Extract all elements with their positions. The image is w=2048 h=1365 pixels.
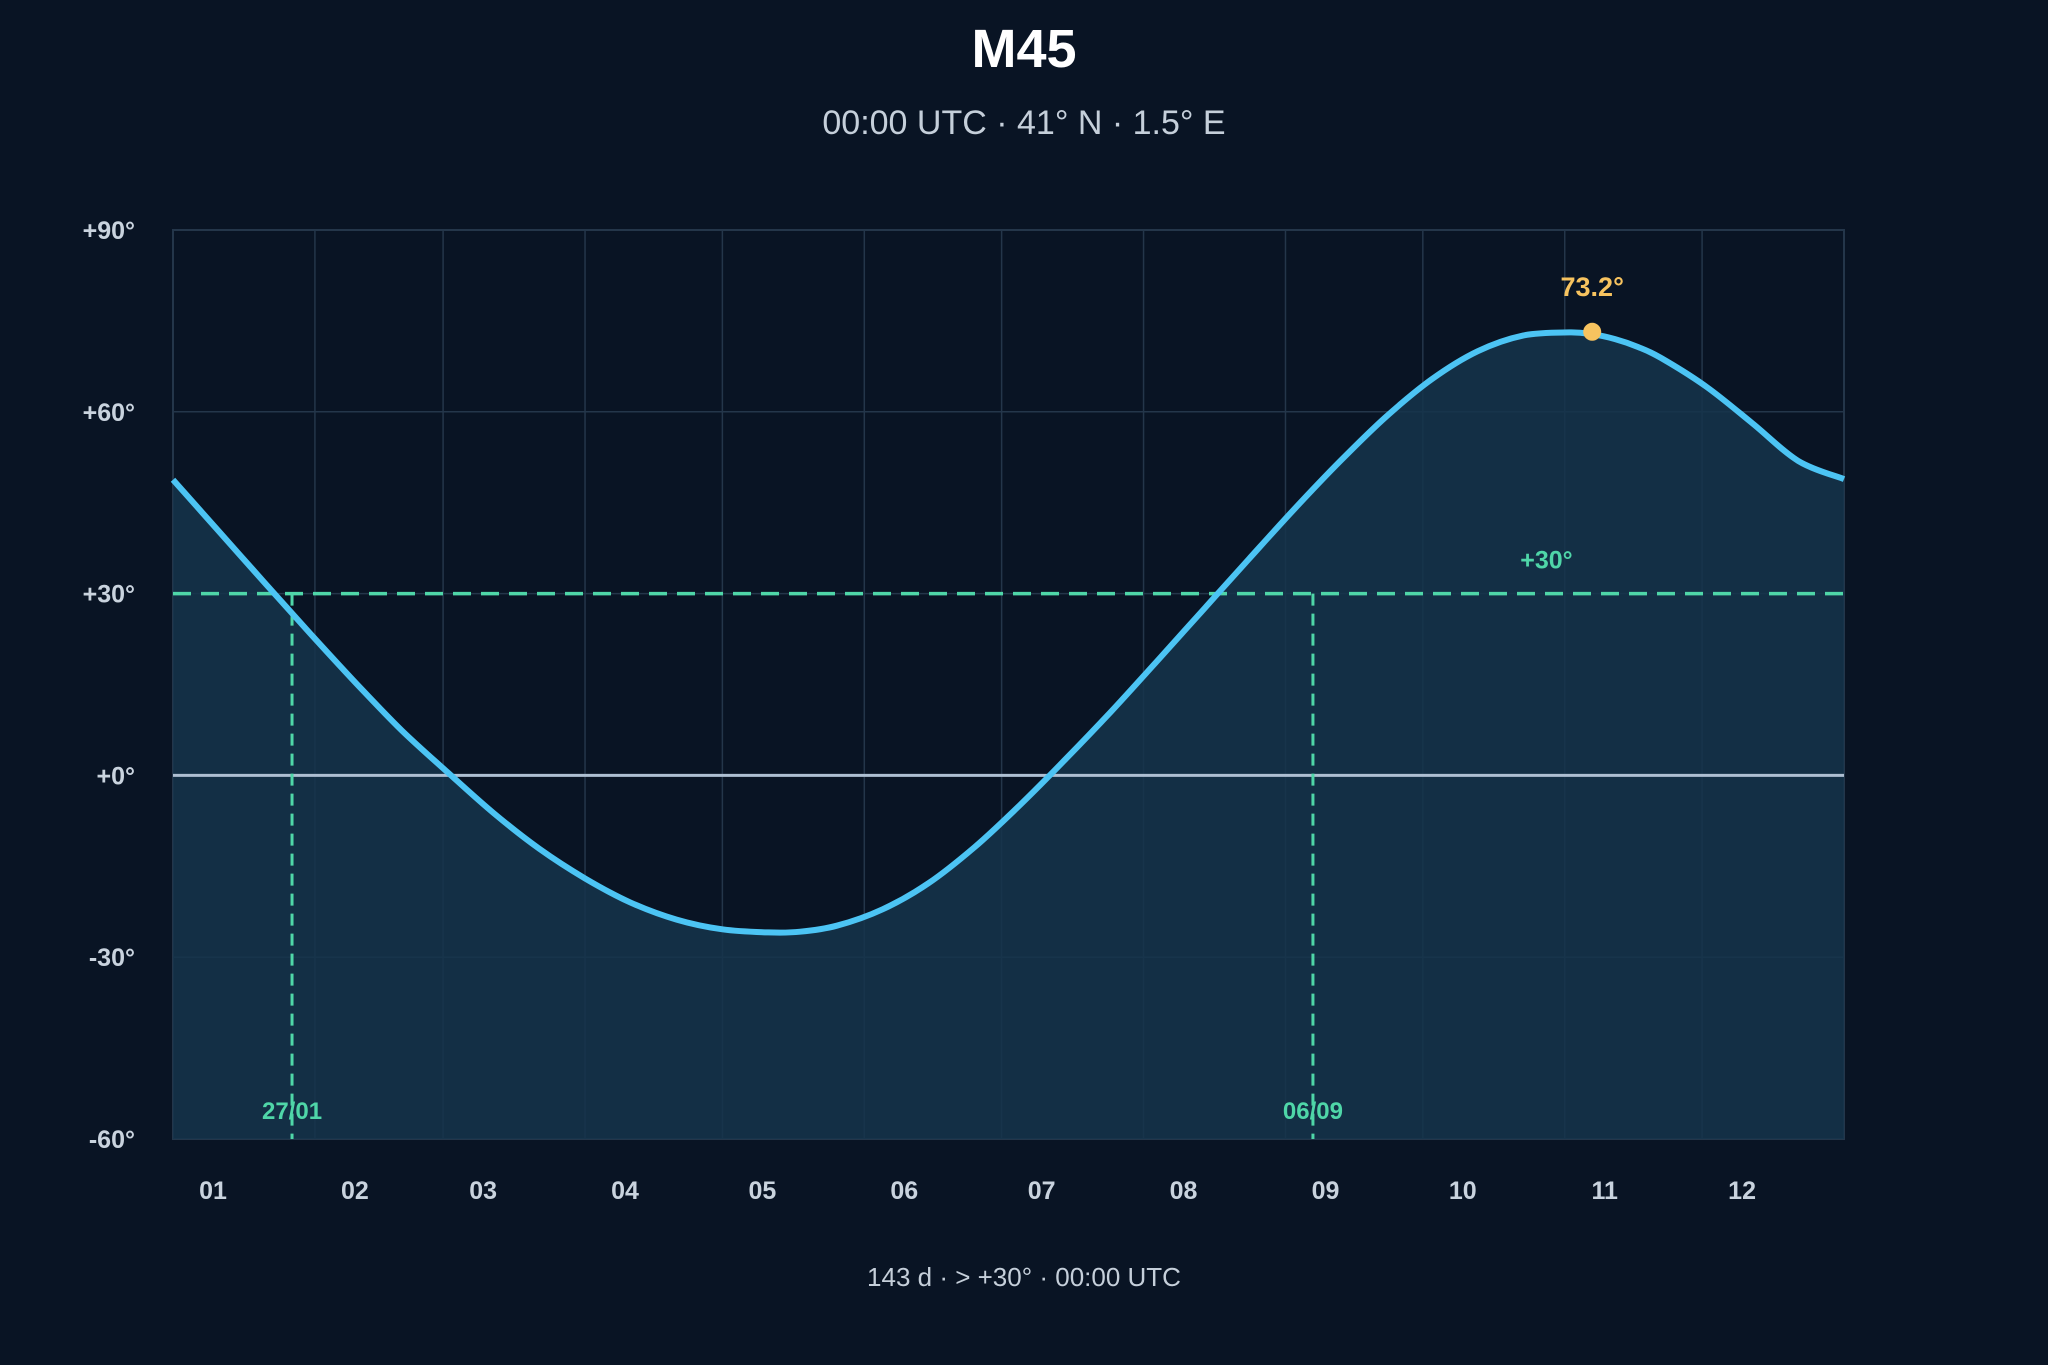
chart-footer: 143 d · > +30° · 00:00 UTC [867,1262,1181,1292]
y-tick-label: +30° [83,581,135,609]
y-tick-label: -60° [89,1126,135,1154]
x-tick-label: 10 [1449,1177,1477,1205]
x-tick-label: 08 [1170,1177,1198,1205]
crossing-date-label: 06/09 [1283,1098,1343,1125]
x-tick-label: 03 [469,1177,497,1205]
label-layer: +90° +60° +30° +0° -30° -60° 01 02 03 04 05 06 07 08 0… [83,217,1756,1205]
x-tick-label: 04 [611,1177,639,1205]
y-tick-label: +0° [96,762,135,790]
x-tick-label: 06 [890,1177,918,1205]
y-tick-label: +60° [83,399,135,427]
x-tick-label: 12 [1728,1177,1756,1205]
y-tick-label: -30° [89,944,135,972]
chart-title: M45 [971,19,1077,79]
x-tick-label: 07 [1028,1177,1056,1205]
x-tick-label: 11 [1592,1177,1619,1205]
x-tick-label: 09 [1312,1177,1340,1205]
altitude-fill-area [173,332,1844,1139]
x-tick-label: 05 [748,1177,776,1205]
x-tick-label: 01 [199,1177,227,1205]
y-tick-label: +90° [83,217,135,245]
chart-subtitle: 00:00 UTC · 41° N · 1.5° E [822,104,1226,142]
crossing-date-label: 27/01 [262,1098,322,1125]
peak-label: 73.2° [1561,272,1624,302]
threshold-label: +30° [1520,547,1572,575]
peak-marker [1583,322,1602,341]
x-tick-label: 02 [341,1177,369,1205]
